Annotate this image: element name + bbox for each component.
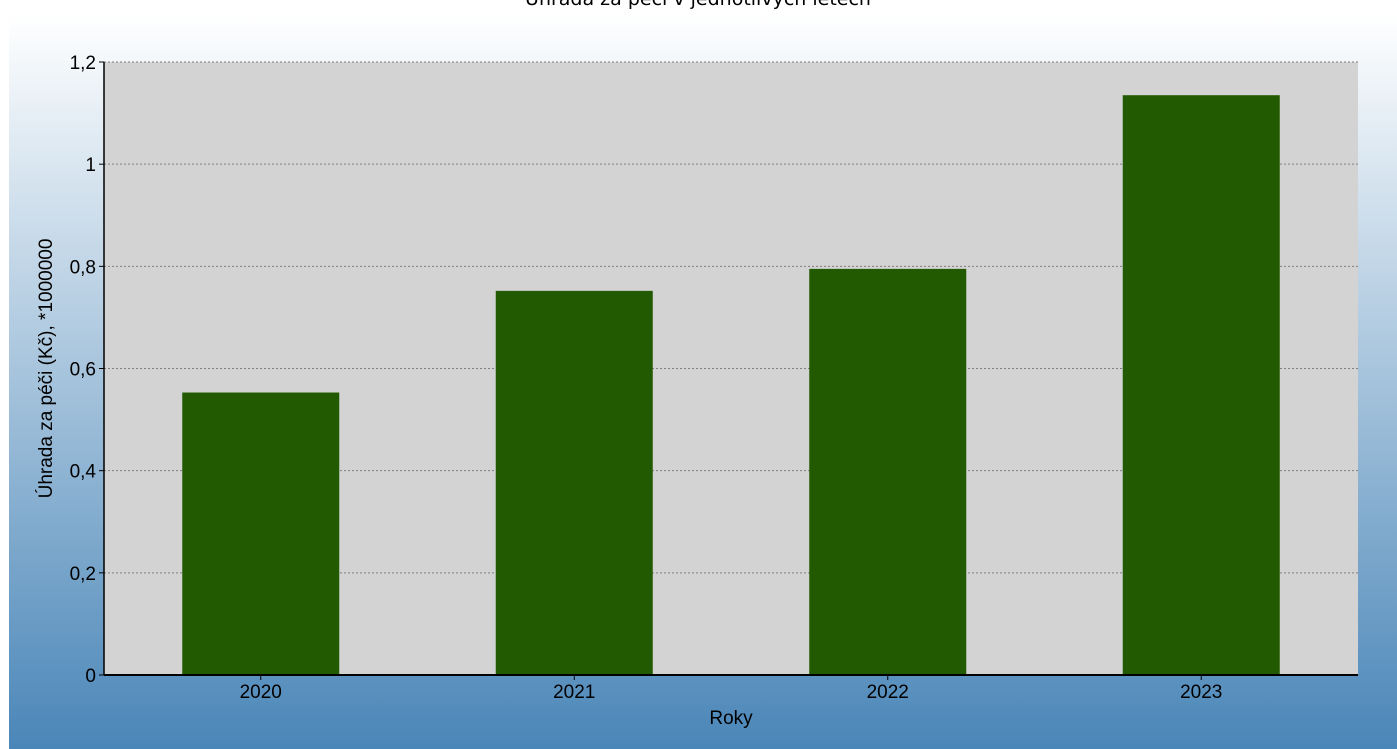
y-tick-label: 0,8 — [70, 257, 96, 278]
chart-title: Úhrada za péči v jednotlivých letech — [525, 0, 871, 10]
y-tick-label: 0,2 — [70, 564, 96, 585]
y-tick-label: 0 — [85, 666, 96, 687]
bar-2020 — [182, 392, 340, 675]
x-tick-label: 2023 — [1180, 682, 1222, 703]
y-tick-label: 0,4 — [70, 462, 97, 483]
y-tick-label: 0,6 — [70, 360, 96, 381]
bar-2022 — [809, 268, 967, 675]
bar-2021 — [495, 290, 653, 675]
x-tick-labels: 2020 2021 2022 2023 — [240, 682, 1223, 703]
y-tick-labels: 0 0,2 0,4 0,6 0,8 1 1,2 — [70, 53, 97, 687]
x-tick-label: 2022 — [867, 682, 909, 703]
x-tick-label: 2021 — [553, 682, 595, 703]
y-axis-label: Úhrada za péči (Kč), *1000000 — [35, 239, 57, 499]
bars — [182, 95, 1280, 676]
y-tick-label: 1 — [85, 155, 96, 176]
axes — [99, 61, 1358, 680]
x-axis-label: Roky — [709, 708, 753, 729]
y-tick-label: 1,2 — [70, 53, 96, 74]
x-tick-label: 2020 — [240, 682, 282, 703]
bar-2023 — [1122, 95, 1280, 676]
